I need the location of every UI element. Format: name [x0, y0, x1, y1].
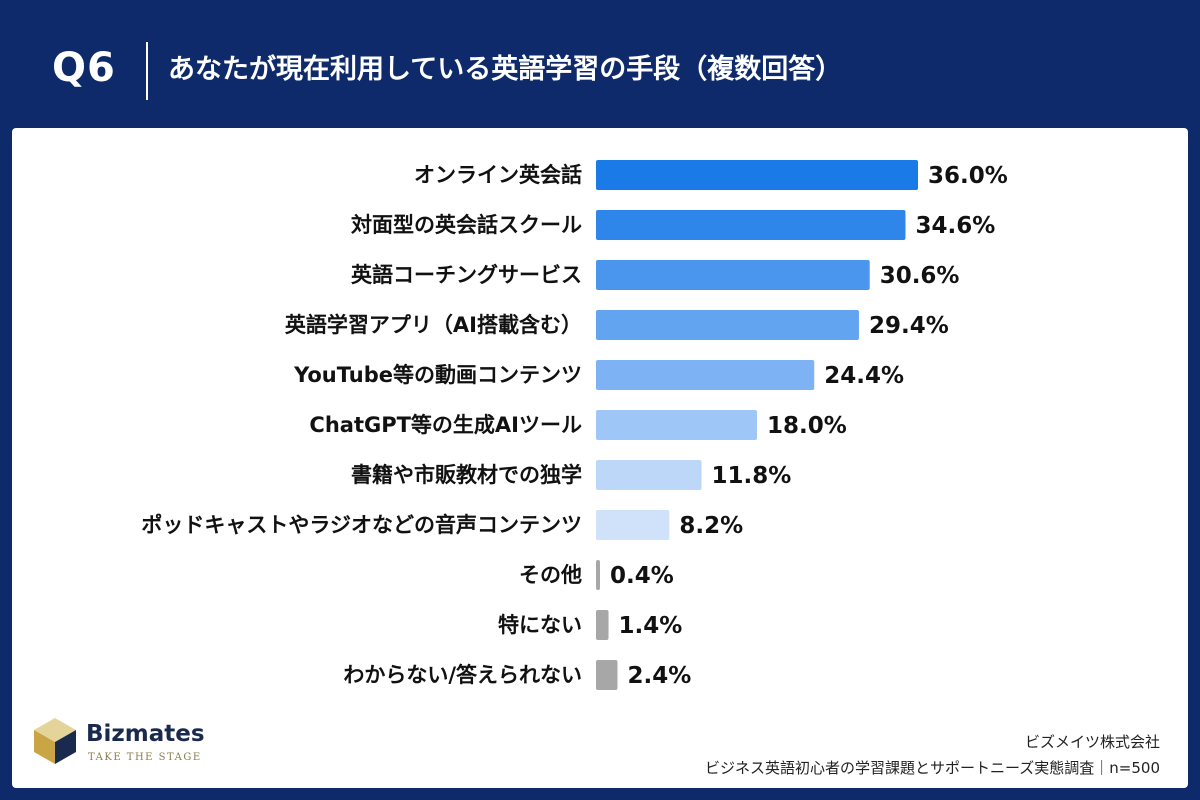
- bar: [596, 460, 702, 490]
- value-label: 24.4%: [824, 363, 904, 389]
- bar: [596, 660, 618, 690]
- value-label: 8.2%: [679, 513, 743, 539]
- category-label: 英語学習アプリ（AI搭載含む）: [285, 313, 582, 337]
- bar-chart: オンライン英会話 36.0% 対面型の英会話スクール 34.6% 英語コーチングサービス…: [141, 160, 1008, 690]
- value-label: 29.4%: [869, 313, 949, 339]
- question-title: あなたが現在利用している英語学習の手段（複数回答）: [168, 54, 843, 85]
- value-label: 18.0%: [767, 413, 847, 439]
- category-label: YouTube等の動画コンテンツ: [293, 363, 582, 387]
- category-label: ポッドキャストやラジオなどの音声コンテンツ: [141, 513, 582, 537]
- header-divider: [146, 42, 148, 100]
- bar: [596, 310, 859, 340]
- value-label: 30.6%: [880, 263, 960, 289]
- category-label: その他: [519, 563, 582, 587]
- bizmates-logo-icon: [34, 718, 76, 764]
- category-label: 英語コーチングサービス: [351, 263, 582, 287]
- brand-name: Bizmates: [86, 721, 205, 747]
- category-label: 書籍や市販教材での独学: [351, 463, 582, 487]
- question-number: Q6: [52, 45, 116, 91]
- bar: [596, 360, 815, 390]
- brand-logo: Bizmates TAKE THE STAGE: [32, 716, 232, 776]
- category-label: オンライン英会話: [414, 163, 582, 187]
- category-label: 特にない: [498, 613, 582, 637]
- bar: [596, 160, 918, 190]
- bar: [596, 410, 757, 440]
- value-label: 34.6%: [915, 213, 995, 239]
- category-label: わからない/答えられない: [343, 663, 582, 687]
- value-label: 0.4%: [610, 563, 674, 589]
- category-label: 対面型の英会話スクール: [351, 213, 582, 237]
- category-label: ChatGPT等の生成AIツール: [309, 413, 582, 437]
- value-label: 11.8%: [712, 463, 792, 489]
- chart-panel: オンライン英会話 36.0% 対面型の英会話スクール 34.6% 英語コーチングサービス…: [12, 128, 1188, 788]
- bar: [596, 560, 600, 590]
- value-label: 36.0%: [928, 163, 1008, 189]
- bar: [596, 510, 670, 540]
- bar: [596, 260, 870, 290]
- bar: [596, 210, 906, 240]
- value-label: 2.4%: [627, 663, 691, 689]
- bar: [596, 610, 609, 640]
- value-label: 1.4%: [619, 613, 683, 639]
- footer-survey: ビジネス英語初心者の学習課題とサポートニーズ実態調査｜n=500: [705, 759, 1160, 777]
- footer-company: ビズメイツ株式会社: [1024, 733, 1160, 751]
- brand-tagline: TAKE THE STAGE: [88, 752, 202, 763]
- header: Q6 あなたが現在利用している英語学習の手段（複数回答）: [0, 0, 1200, 128]
